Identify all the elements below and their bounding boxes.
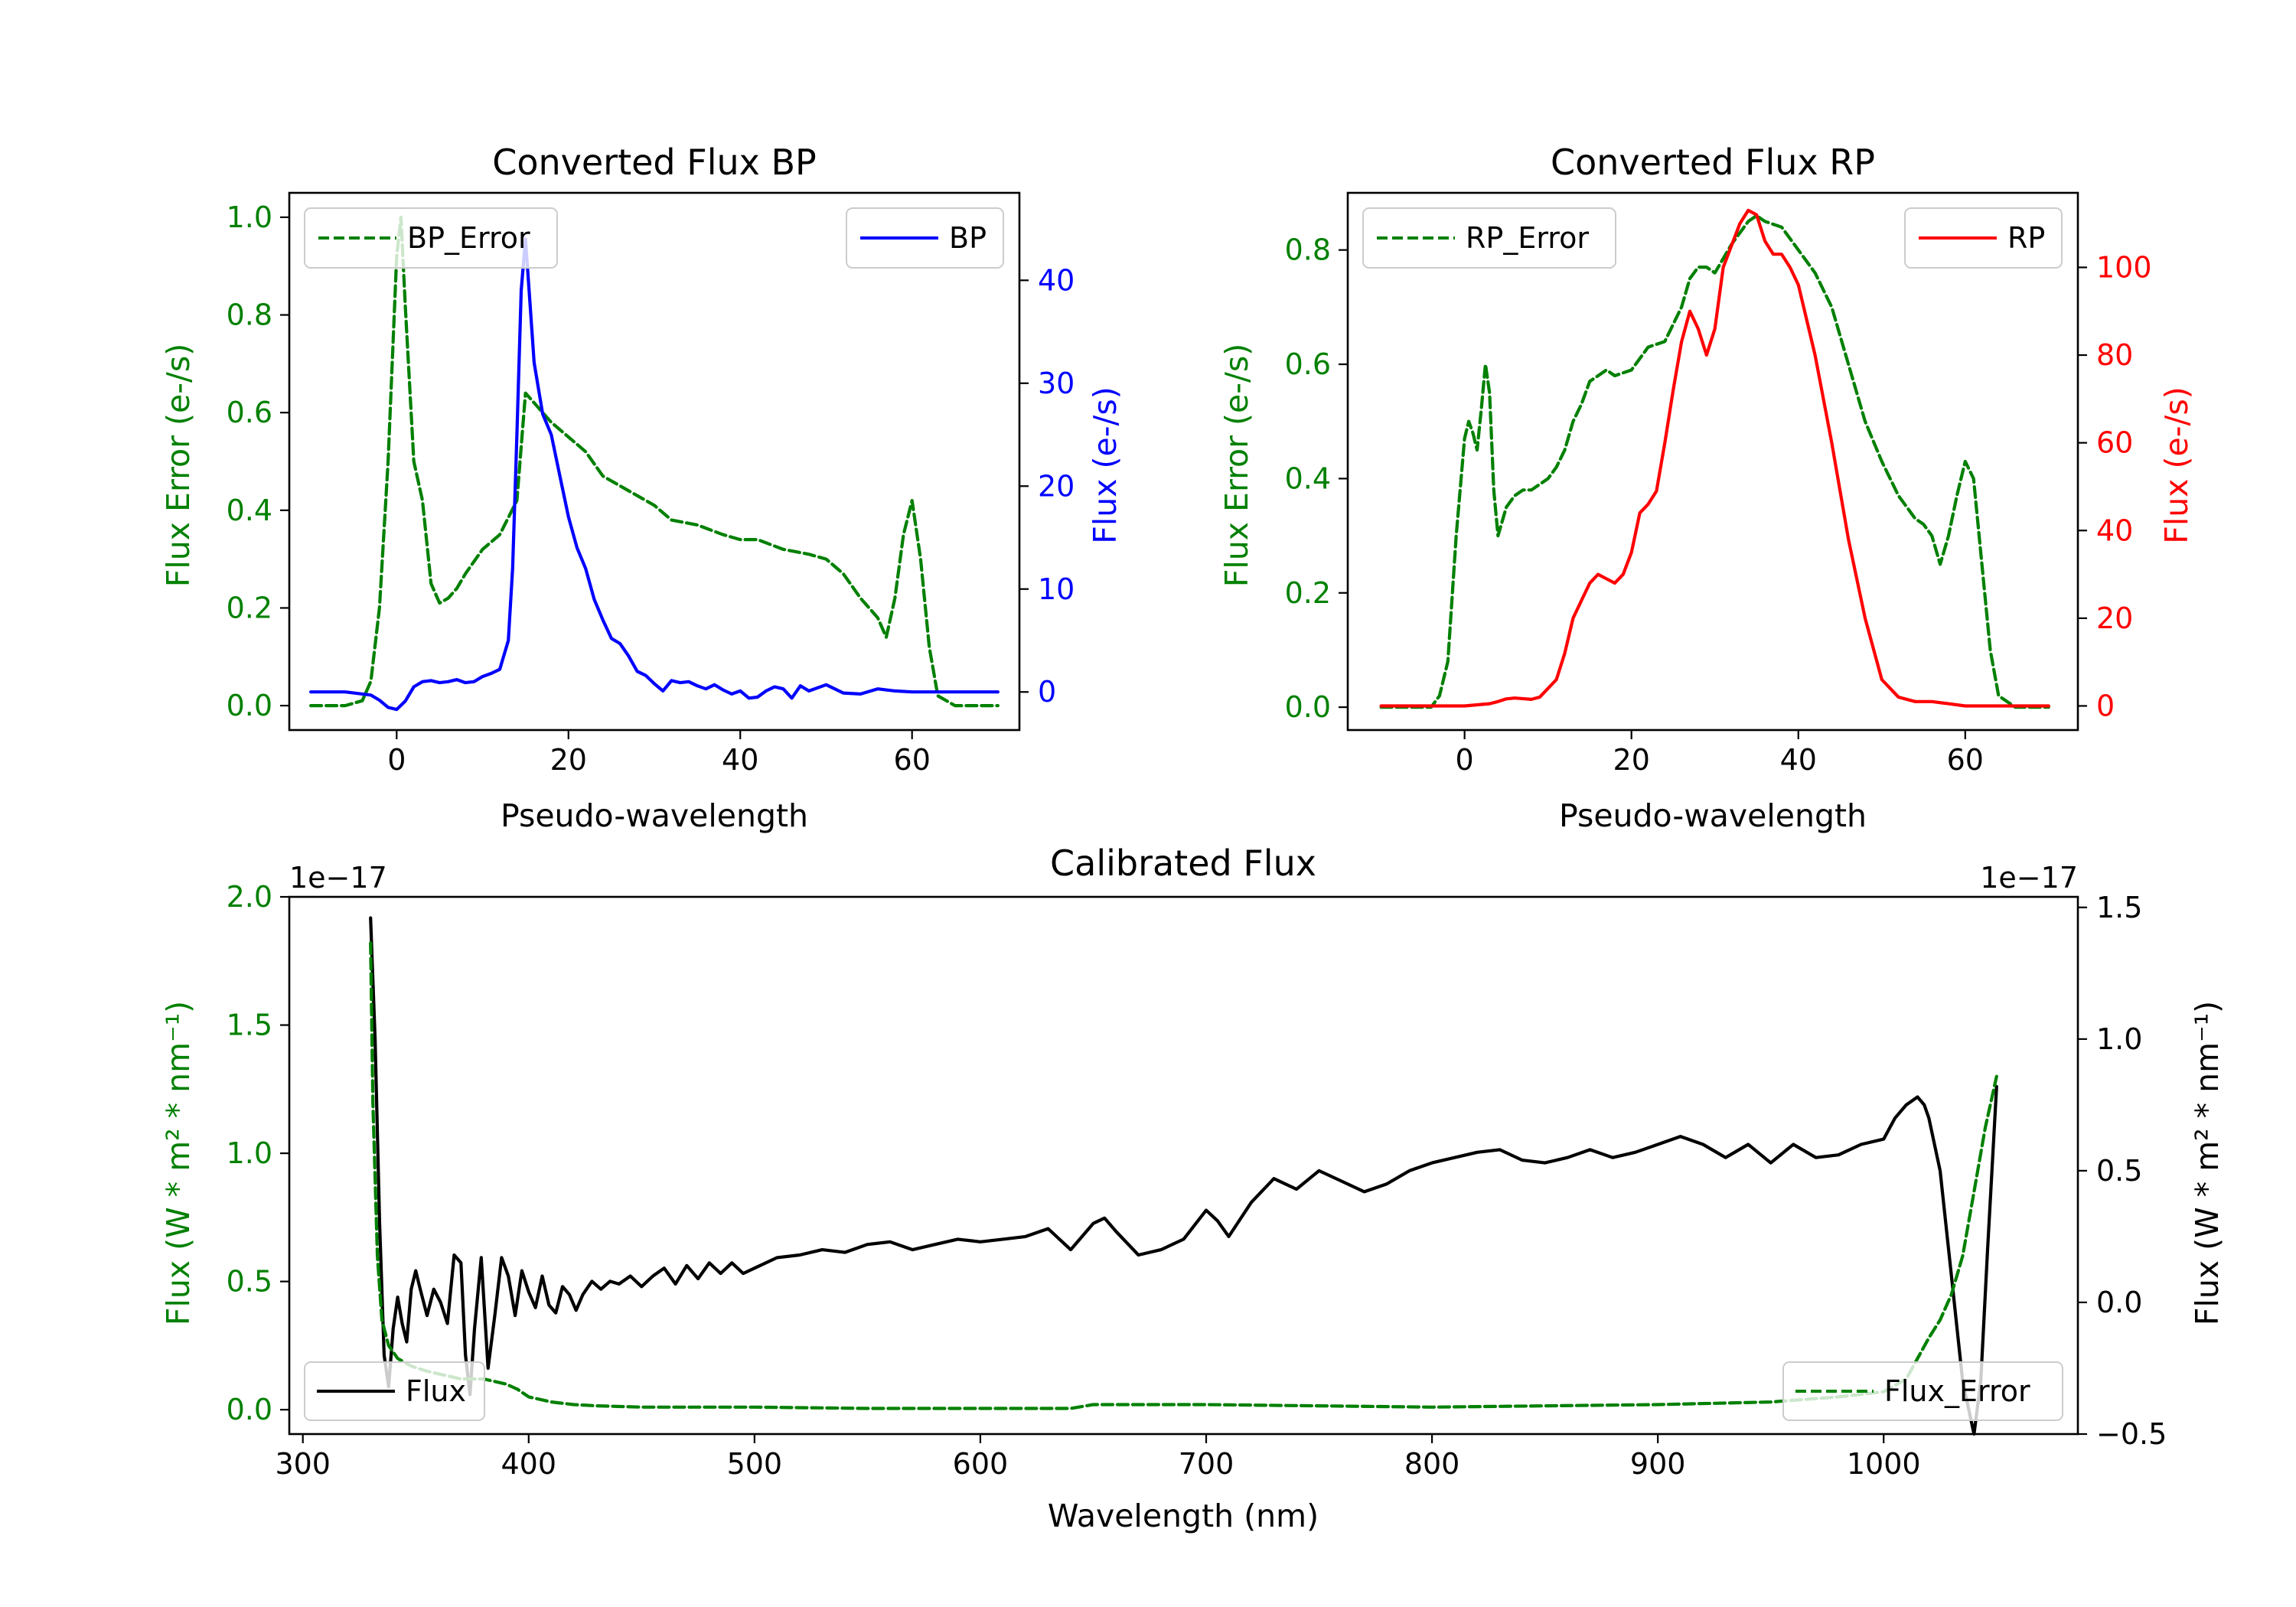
bp-title: Converted Flux BP: [492, 142, 817, 183]
bp-legend-error-box: [304, 207, 558, 269]
rp-series-rp-line: [1379, 208, 2050, 708]
cal-ytick-right-label: 0.5: [2096, 1154, 2142, 1188]
bp-ytick-right-label: 0: [1038, 675, 1056, 709]
cal-xtick-label: 700: [1179, 1447, 1234, 1481]
cal-legend-flux-label: Flux: [406, 1374, 466, 1408]
bp-ylabel-right: Flux (e-/s): [1087, 386, 1124, 543]
cal-ylabel-left: Flux (W * m² * nm⁻¹): [160, 1001, 197, 1325]
rp-legend-error: RP_Error: [1362, 207, 1616, 269]
bp-ytick-left-label: 0.4: [227, 494, 272, 527]
cal-xtick-label: 600: [953, 1447, 1009, 1481]
cal-xtick-label: 900: [1630, 1447, 1686, 1481]
rp-series-layer: [1379, 208, 2050, 709]
cal-legend-flux: Flux: [304, 1361, 485, 1421]
bp-ytick-right-label: 20: [1038, 469, 1075, 503]
rp-xtick-label: 60: [1947, 743, 1984, 777]
cal-ticks-layer: 300 400 500 600 700 800 900 1000 0.0 0.5 1.0 1.5 2.0…: [227, 880, 2167, 1481]
rp-ytick-left-label: 0.4: [1285, 461, 1331, 495]
rp-ytick-left-label: 0.8: [1285, 233, 1331, 267]
rp-panel: Converted Flux RP Pseudo-wavelength Flux…: [1218, 142, 2195, 834]
rp-ytick-right-label: 40: [2096, 513, 2133, 547]
rp-ticks-layer: 0 20 40 60 0.0 0.2 0.4 0.6 0.8 0 20 40 60 80 100: [1285, 233, 2152, 777]
bp-xlabel: Pseudo-wavelength: [501, 797, 808, 834]
cal-ytick-left-label: 0.5: [227, 1265, 272, 1299]
rp-ylabel-right: Flux (e-/s): [2158, 386, 2195, 543]
rp-legend-flux: RP: [1904, 207, 2063, 269]
cal-ytick-right-label: 0.0: [2096, 1286, 2142, 1319]
bp-ylabel-left: Flux Error (e-/s): [160, 344, 197, 587]
bp-ytick-left-label: 0.2: [227, 591, 272, 624]
cal-ytick-left-label: 1.0: [227, 1136, 272, 1170]
bp-ytick-right-label: 10: [1038, 572, 1075, 606]
rp-ylabel-left: Flux Error (e-/s): [1218, 344, 1255, 587]
cal-ytick-right-label: 1.0: [2096, 1022, 2142, 1056]
bp-ticks-layer: 0 20 40 60 0.0 0.2 0.4 0.6 0.8 1.0 0 10 20 30 40: [227, 200, 1075, 777]
cal-xtick-label: 500: [727, 1447, 783, 1481]
bp-xtick-label: 60: [894, 743, 931, 777]
cal-title: Calibrated Flux: [1050, 843, 1316, 884]
cal-xtick-label: 800: [1404, 1447, 1460, 1481]
bp-series-bp-line: [309, 237, 1000, 712]
rp-ytick-right-label: 60: [2096, 426, 2133, 460]
rp-title: Converted Flux RP: [1551, 142, 1875, 183]
rp-ytick-left-label: 0.0: [1285, 690, 1331, 724]
cal-xlabel: Wavelength (nm): [1048, 1498, 1319, 1534]
cal-plot-frame: [288, 895, 2079, 1436]
bp-xtick-label: 40: [722, 743, 758, 777]
bp-xtick-label: 0: [387, 743, 406, 777]
rp-ytick-right-label: 0: [2096, 689, 2115, 722]
rp-series-rp-error-line: [1379, 214, 2050, 709]
cal-ylabel-right: Flux (W * m² * nm⁻¹): [2189, 1001, 2226, 1325]
bp-plot-frame: [288, 191, 1021, 732]
cal-xtick-label: 1000: [1847, 1447, 1921, 1481]
bp-ytick-left-label: 0.8: [227, 298, 272, 332]
rp-ytick-left-label: 0.2: [1285, 576, 1331, 610]
cal-offset-left: 1e−17: [289, 861, 387, 895]
rp-legend-error-label: RP_Error: [1466, 221, 1589, 255]
rp-ytick-right-label: 20: [2096, 601, 2133, 635]
bp-legend-flux: BP: [846, 207, 1004, 269]
cal-legend-error-label: Flux_Error: [1884, 1374, 2030, 1408]
cal-offset-right: 1e−17: [1980, 861, 2078, 895]
cal-ytick-left-label: 2.0: [227, 880, 272, 914]
cal-legend-error-box: [1782, 1361, 2063, 1421]
bp-ytick-right-label: 40: [1038, 263, 1075, 297]
bp-ytick-left-label: 0.6: [227, 396, 272, 429]
bp-series-bp-error-line: [309, 215, 1000, 708]
cal-ytick-right-label: −0.5: [2096, 1417, 2167, 1451]
bp-series-layer: [309, 215, 1000, 712]
rp-xtick-label: 0: [1456, 743, 1474, 777]
bp-ytick-left-label: 1.0: [227, 200, 272, 234]
rp-ytick-right-label: 80: [2096, 338, 2133, 372]
rp-plot-frame: [1346, 191, 2079, 732]
cal-ytick-right-label: 1.5: [2096, 891, 2142, 924]
bp-ytick-right-label: 30: [1038, 367, 1075, 400]
rp-ytick-right-label: 100: [2096, 250, 2152, 284]
bp-legend-flux-label: BP: [949, 221, 987, 255]
bp-panel: Converted Flux BP Pseudo-wavelength Flux…: [160, 142, 1124, 834]
bp-ytick-left-label: 0.0: [227, 689, 272, 722]
rp-legend-flux-label: RP: [2007, 221, 2045, 255]
cal-xtick-label: 300: [275, 1447, 331, 1481]
cal-legend-error: Flux_Error: [1782, 1361, 2063, 1421]
bp-xtick-label: 20: [550, 743, 587, 777]
cal-panel: Calibrated Flux Wavelength (nm) Flux (W …: [160, 843, 2226, 1534]
rp-xtick-label: 20: [1613, 743, 1650, 777]
rp-legend-error-box: [1362, 207, 1616, 269]
rp-xlabel: Pseudo-wavelength: [1559, 797, 1867, 834]
cal-xtick-label: 400: [501, 1447, 557, 1481]
cal-ytick-left-label: 0.0: [227, 1393, 272, 1426]
bp-legend-error-label: BP_Error: [407, 221, 530, 255]
rp-ytick-left-label: 0.6: [1285, 347, 1331, 381]
cal-ytick-left-label: 1.5: [227, 1009, 272, 1042]
rp-xtick-label: 40: [1780, 743, 1817, 777]
bp-legend-error: BP_Error: [304, 207, 558, 269]
